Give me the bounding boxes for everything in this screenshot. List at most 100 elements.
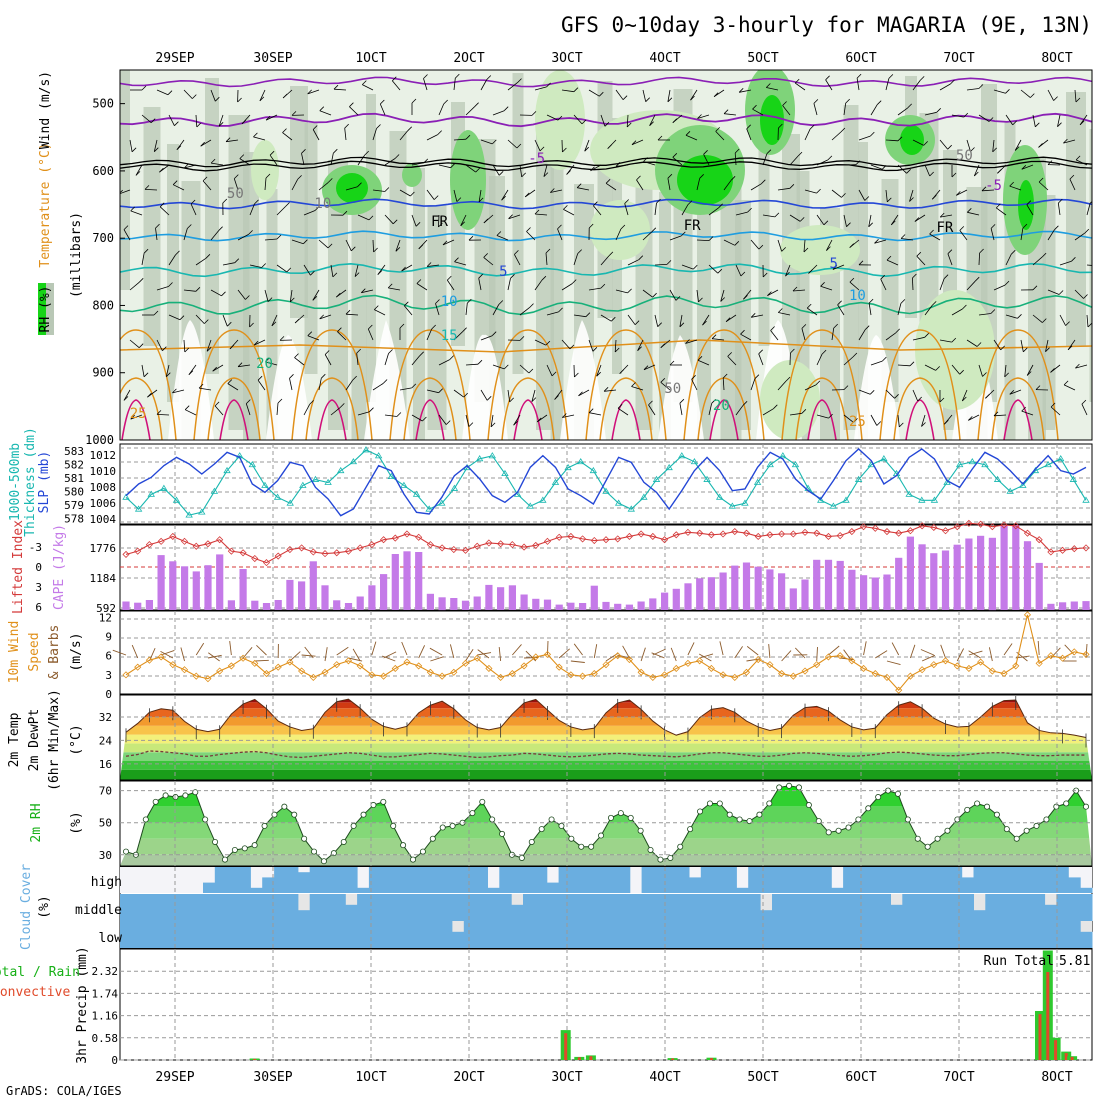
- cape-bar: [204, 565, 211, 610]
- pressure-tick-label: 700: [92, 231, 114, 245]
- rh-point: [945, 828, 950, 833]
- wind10m-barb: [372, 642, 376, 655]
- cloud-cell: [310, 867, 322, 893]
- cloud-cell: [535, 921, 547, 948]
- cloud-cell: [559, 867, 571, 893]
- contour-label-sea: 20: [256, 356, 273, 372]
- cloud-cell: [203, 921, 215, 948]
- cloud-cell: [772, 894, 784, 921]
- cape-bar: [462, 601, 469, 610]
- cloud-cell: [582, 894, 594, 921]
- cloud-cell: [393, 867, 405, 893]
- rh-point: [757, 812, 762, 817]
- wind10m-barb: [671, 648, 676, 661]
- thickness-tick-label: 578: [64, 513, 84, 526]
- cloud-cell: [476, 867, 488, 893]
- thickness-tick-label: 580: [64, 486, 84, 499]
- rh-point: [430, 836, 435, 841]
- cloud-cell: [819, 921, 831, 948]
- wind10m-barb: [1038, 641, 1039, 655]
- cape-bar: [1036, 563, 1043, 610]
- cape-bar: [228, 600, 235, 610]
- date-label-bottom: 7OCT: [943, 1070, 974, 1085]
- wind10m-barb: [887, 661, 901, 665]
- cape-bar: [731, 566, 738, 610]
- cloud-cell: [867, 894, 879, 921]
- cape-bar: [1024, 541, 1031, 610]
- cape-bar: [801, 580, 808, 611]
- wind10m-speed-line: [126, 615, 1086, 690]
- cloud-cell: [831, 894, 843, 921]
- cape-bar: [169, 561, 176, 610]
- rh-band: [120, 70, 130, 290]
- cloud-cell: [345, 867, 357, 893]
- cloud-cell: [239, 894, 251, 921]
- rh-point: [836, 828, 841, 833]
- cape-bar: [263, 603, 270, 610]
- precip-conv-bar: [710, 1058, 713, 1060]
- cloud-cell: [393, 894, 405, 921]
- cloud-cell: [416, 921, 428, 948]
- cape-bar: [825, 560, 832, 610]
- slp-axis-label: SLP (mb): [37, 451, 52, 514]
- temp-units-label: (°C): [69, 724, 84, 755]
- cloud-cell: [298, 921, 310, 948]
- slp-tick-label: 1006: [90, 497, 117, 510]
- temp-area: [120, 694, 1092, 781]
- cape-bar: [919, 544, 926, 610]
- cape-bar: [485, 585, 492, 610]
- wind10m-barb: [989, 647, 992, 661]
- cape-bar: [1047, 604, 1054, 610]
- cloud-cell: [570, 921, 582, 948]
- cloud-cell: [796, 867, 808, 893]
- rh-point: [737, 817, 742, 822]
- cloud-cell: [891, 867, 903, 893]
- rh-point: [321, 859, 326, 864]
- cape-tick-label: 1776: [90, 542, 117, 555]
- rh-blob: [900, 125, 924, 155]
- cloud-cell: [333, 867, 345, 893]
- rh-point: [678, 844, 683, 849]
- cape-bar: [158, 555, 165, 610]
- wind10m-barb: [337, 647, 349, 655]
- cloud-cell: [938, 921, 950, 948]
- rh-point: [252, 843, 257, 848]
- precip-tick-label: 0: [111, 1054, 118, 1067]
- cape-bar: [415, 552, 422, 610]
- wind10m-barb: [795, 648, 805, 658]
- cloud-axis-label: Cloud Cover: [19, 864, 34, 950]
- cloud-cell: [926, 894, 938, 921]
- lifted-tick-label: -3: [29, 541, 42, 554]
- wind10m-barb: [181, 648, 185, 662]
- rh-band: [735, 200, 751, 430]
- cloud-cell: [689, 877, 701, 893]
- cloud-cell: [677, 867, 689, 893]
- cloud-cell: [630, 921, 642, 948]
- rh-point: [935, 836, 940, 841]
- rh-point: [470, 810, 475, 815]
- cloud-cell: [677, 921, 689, 948]
- cloud-cell: [523, 867, 535, 893]
- cloud-cell: [831, 888, 843, 893]
- wind10m-barb: [526, 651, 536, 661]
- wind10m-barb: [735, 646, 743, 658]
- cape-bar: [965, 539, 972, 611]
- wind10m-barb: [402, 642, 407, 655]
- cloud-cell: [689, 921, 701, 948]
- rh-point: [311, 849, 316, 854]
- cloud-cell: [239, 867, 251, 893]
- cloud-cell: [618, 921, 630, 948]
- cloud-cell: [784, 921, 796, 948]
- cape-bar: [450, 598, 457, 610]
- lifted-tick-label: 6: [35, 601, 42, 614]
- rh-band: [120, 839, 1092, 855]
- wind10m-barb: [594, 644, 596, 658]
- cloud-cell: [250, 888, 262, 893]
- wind10m-barb: [305, 647, 314, 658]
- contour-label-orange: 25: [130, 406, 147, 422]
- rh-point: [222, 857, 227, 862]
- cloud-cell: [974, 910, 986, 921]
- cape-bar: [556, 605, 563, 610]
- rh-point: [767, 801, 772, 806]
- cloud-cell: [594, 867, 606, 893]
